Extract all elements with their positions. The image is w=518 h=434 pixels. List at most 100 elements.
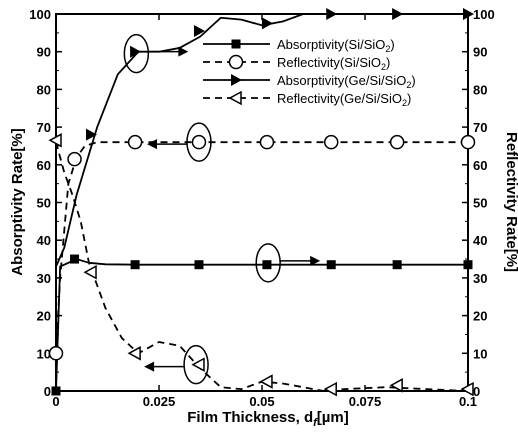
legend-label-subscript: 2 bbox=[385, 44, 390, 54]
legend-label-main: Reflectivity(Si/SiO bbox=[277, 55, 381, 70]
data-point-absorptivity-ge-si-sio2 bbox=[392, 8, 404, 20]
legend-label-subscript: 2 bbox=[406, 80, 411, 90]
legend-label-main: Absorptivity(Si/SiO bbox=[277, 37, 385, 52]
annotation-ellipse bbox=[183, 344, 209, 385]
y-tick-label-right: 20 bbox=[473, 309, 487, 324]
data-point-absorptivity-si-sio2 bbox=[70, 254, 80, 264]
legend-label-main: Reflectivity(Ge/Si/SiO bbox=[277, 91, 402, 106]
y-tick-label-left: 50 bbox=[37, 196, 51, 211]
data-point-absorptivity-ge-si-sio2 bbox=[463, 8, 474, 20]
legend-marker-absorptivity-ge-si-sio2 bbox=[231, 74, 242, 86]
data-point-reflectivity-si-sio2 bbox=[460, 134, 476, 150]
data-point-reflectivity-si-sio2 bbox=[191, 134, 207, 150]
series-line-reflectivity-si-sio2 bbox=[55, 141, 468, 354]
legend-label-reflectivity-si-sio2: Reflectivity(Si/SiO2) bbox=[277, 55, 390, 72]
x-tick-label: 0.025 bbox=[143, 394, 176, 409]
data-point-reflectivity-ge-si-sio2 bbox=[83, 264, 97, 280]
data-point-absorptivity-si-sio2 bbox=[463, 260, 473, 270]
y-tick-label-right: 30 bbox=[473, 271, 487, 286]
series-layer bbox=[48, 8, 476, 397]
series-reflectivity-si-sio2 bbox=[48, 134, 476, 361]
data-point-reflectivity-si-sio2 bbox=[127, 134, 143, 150]
data-point-reflectivity-si-sio2 bbox=[48, 346, 64, 361]
series-line-absorptivity-ge-si-sio2 bbox=[55, 13, 468, 267]
data-point-absorptivity-si-sio2 bbox=[392, 260, 402, 270]
y-tick-label-right: 50 bbox=[473, 196, 487, 211]
data-point-reflectivity-ge-si-sio2 bbox=[191, 357, 205, 372]
data-point-reflectivity-si-sio2 bbox=[67, 151, 82, 167]
y-tick-label-right: 10 bbox=[473, 346, 487, 361]
y-tick-label-right: 80 bbox=[473, 82, 487, 97]
y-tick-label-left: 100 bbox=[29, 7, 51, 22]
y-tick-label-right: 70 bbox=[473, 120, 487, 135]
data-point-reflectivity-ge-si-sio2 bbox=[323, 381, 337, 397]
y-axis-title-right: Reflectivity Rate[%] bbox=[503, 132, 518, 272]
data-point-reflectivity-si-sio2 bbox=[323, 134, 339, 150]
y-tick-label-left: 0 bbox=[44, 384, 51, 399]
data-point-absorptivity-ge-si-sio2 bbox=[130, 45, 142, 58]
x-axis-title-unit: [µm] bbox=[317, 409, 349, 426]
legend-label-end: ) bbox=[407, 91, 411, 106]
series-absorptivity-si-sio2 bbox=[51, 254, 473, 396]
series-line-reflectivity-ge-si-sio2 bbox=[55, 141, 469, 392]
x-tick-label: 0.075 bbox=[349, 394, 382, 409]
x-tick-label: 0.05 bbox=[249, 394, 274, 409]
y-tick-label-left: 10 bbox=[37, 346, 51, 361]
series-absorptivity-ge-si-sio2 bbox=[55, 8, 474, 267]
x-tick-label: 0 bbox=[52, 394, 59, 409]
data-point-absorptivity-si-sio2 bbox=[51, 386, 61, 396]
data-point-reflectivity-ge-si-sio2 bbox=[259, 374, 273, 389]
legend-marker-reflectivity-si-sio2 bbox=[228, 54, 244, 70]
annotation-layer bbox=[123, 33, 321, 385]
legend-label-subscript: 2 bbox=[402, 98, 407, 108]
y-tick-label-right: 60 bbox=[473, 158, 487, 173]
x-axis-title: Film Thickness, df[µm] bbox=[187, 409, 349, 429]
y-tick-label-left: 90 bbox=[37, 45, 51, 60]
y-tick-label-left: 20 bbox=[37, 309, 51, 324]
data-point-absorptivity-ge-si-sio2 bbox=[86, 128, 98, 141]
y-tick-label-right: 0 bbox=[473, 384, 480, 399]
legend-label-reflectivity-ge-si-sio2: Reflectivity(Ge/Si/SiO2) bbox=[277, 91, 411, 108]
data-point-reflectivity-si-sio2 bbox=[259, 134, 275, 150]
data-point-reflectivity-ge-si-sio2 bbox=[48, 133, 62, 148]
data-point-absorptivity-ge-si-sio2 bbox=[326, 8, 338, 20]
legend-label-absorptivity-ge-si-sio2: Absorptivity(Ge/Si/SiO2) bbox=[277, 73, 416, 90]
arrowhead-left-icon bbox=[146, 139, 157, 150]
legend-label-end: ) bbox=[386, 55, 390, 70]
annotation-ellipse bbox=[186, 122, 212, 162]
y-tick-label-right: 100 bbox=[473, 7, 495, 22]
legend-marker-absorptivity-si-sio2 bbox=[231, 39, 241, 49]
y-tick-label-left: 30 bbox=[37, 271, 51, 286]
data-point-absorptivity-ge-si-sio2 bbox=[193, 24, 205, 37]
data-point-reflectivity-si-sio2 bbox=[389, 134, 405, 150]
data-point-reflectivity-ge-si-sio2 bbox=[389, 378, 403, 393]
data-point-absorptivity-si-sio2 bbox=[130, 260, 140, 270]
arrowhead-left-icon bbox=[144, 361, 155, 372]
x-axis-title-sub: f bbox=[313, 417, 318, 429]
data-point-absorptivity-si-sio2 bbox=[194, 260, 204, 270]
data-point-reflectivity-ge-si-sio2 bbox=[127, 346, 141, 361]
data-point-reflectivity-ge-si-sio2 bbox=[460, 381, 474, 397]
arrowhead-right-icon bbox=[310, 255, 321, 266]
legend-marker-reflectivity-ge-si-sio2 bbox=[228, 90, 242, 106]
y-tick-label-right: 40 bbox=[473, 233, 487, 248]
series-reflectivity-ge-si-sio2 bbox=[48, 133, 474, 397]
y-tick-label-right: 90 bbox=[473, 45, 487, 60]
data-point-absorptivity-si-sio2 bbox=[326, 260, 336, 270]
y-axis-title-left: Absorptivity Rate[%] bbox=[9, 128, 26, 276]
plot-frame bbox=[55, 13, 469, 392]
legend-label-absorptivity-si-sio2: Absorptivity(Si/SiO2) bbox=[277, 37, 395, 54]
data-point-absorptivity-si-sio2 bbox=[262, 260, 272, 270]
data-point-absorptivity-ge-si-sio2 bbox=[261, 17, 273, 30]
x-tick-label: 0.1 bbox=[459, 394, 477, 409]
annotation-ellipse bbox=[255, 243, 281, 283]
legend-label-subscript: 2 bbox=[381, 62, 386, 72]
legend-label-end: ) bbox=[390, 37, 394, 52]
y-tick-label-left: 60 bbox=[37, 158, 51, 173]
y-tick-label-left: 70 bbox=[37, 120, 51, 135]
annotation-ellipse bbox=[123, 33, 150, 74]
x-axis-title-main: Film Thickness, d bbox=[187, 409, 313, 426]
legend-label-end: ) bbox=[411, 73, 415, 88]
